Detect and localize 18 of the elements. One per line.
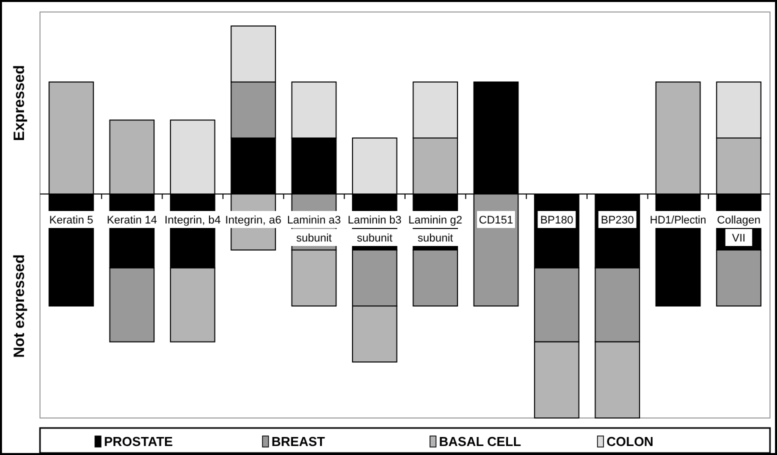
- legend-label: BREAST: [272, 434, 326, 449]
- x-tick-label: HD1/Plectin: [650, 214, 708, 226]
- text: Not expressed: [11, 254, 28, 358]
- legend-label: COLON: [606, 434, 654, 449]
- x-tick-label: Integrin, b4: [164, 214, 221, 226]
- text: Expressed: [11, 65, 28, 141]
- legend-label: PROSTATE: [104, 434, 174, 449]
- x-tick-label: Keratin 14: [106, 214, 158, 226]
- x-tick-label: CD151: [478, 214, 514, 226]
- x-tick-label: BP180: [540, 214, 574, 226]
- x-tick-label: Laminin a3 subunit: [287, 214, 341, 244]
- x-tick-label: Laminin b3 subunit: [348, 214, 402, 244]
- x-tick-label: Laminin g2 subunit: [408, 214, 462, 244]
- x-tick-label: Keratin 5: [49, 214, 94, 226]
- legend-label: BASAL CELL: [439, 434, 522, 449]
- x-tick-label: Collagen VII: [717, 214, 760, 244]
- x-tick-label: Integrin, a6: [225, 214, 282, 226]
- x-tick-label: BP230: [600, 214, 634, 226]
